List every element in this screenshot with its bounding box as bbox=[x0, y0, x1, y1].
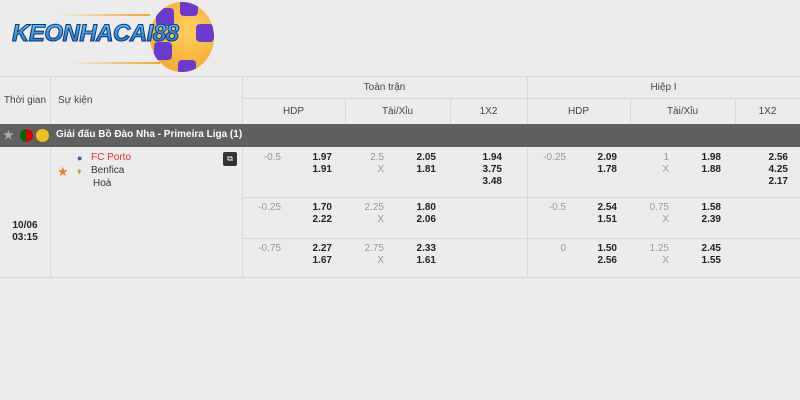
site-logo[interactable]: KEONHACAI88 bbox=[0, 0, 240, 76]
odds-ft-ou-u[interactable]: 1.61 bbox=[416, 255, 436, 266]
odds-ft-ou-o[interactable]: 2.05 bbox=[416, 152, 436, 163]
line-ft-ou-x: X bbox=[377, 214, 384, 225]
line-ft-ou-x: X bbox=[377, 255, 384, 266]
porto-crest-icon: ● bbox=[77, 153, 83, 163]
odds-ft-ou-o[interactable]: 2.33 bbox=[416, 243, 436, 254]
odds-h1-hdp-h[interactable]: 2.09 bbox=[597, 152, 617, 163]
league-name: Giải đấu Bồ Đào Nha - Primeira Liga (1) bbox=[56, 129, 243, 140]
favorite-star-icon[interactable]: ★ bbox=[57, 164, 69, 179]
line-ft-ou: 2.5 bbox=[370, 152, 384, 163]
odds-h1-x[interactable]: 2.17 bbox=[768, 176, 788, 187]
line-ft-hdp: -0.25 bbox=[258, 202, 281, 213]
odds-h1-hdp-a[interactable]: 1.78 bbox=[597, 164, 617, 175]
logo-streak bbox=[70, 62, 160, 64]
header-ft-hdp: HDP bbox=[282, 105, 305, 117]
odds-h1-hdp-h[interactable]: 1.50 bbox=[597, 243, 617, 254]
header-h1-hdp: HDP bbox=[567, 105, 590, 117]
header-h1-ou: Tài/Xỉu bbox=[666, 105, 699, 117]
odds-ft-ou-u[interactable]: 2.06 bbox=[416, 214, 436, 225]
odds-h1-hdp-h[interactable]: 2.54 bbox=[597, 202, 617, 213]
home-team[interactable]: FC Porto bbox=[91, 152, 132, 163]
draw-label: Hoà bbox=[93, 178, 112, 189]
star-icon[interactable]: ★ bbox=[3, 128, 14, 142]
odds-ft-1[interactable]: 1.94 bbox=[482, 152, 502, 163]
logo-streak bbox=[60, 14, 150, 16]
header-ft-1x2: 1X2 bbox=[479, 105, 498, 117]
header-ft-ou: Tài/Xỉu bbox=[381, 105, 414, 117]
odds-ft-hdp-h[interactable]: 2.27 bbox=[312, 243, 332, 254]
odds-ft-hdp-a[interactable]: 1.91 bbox=[312, 164, 332, 175]
header-time: Thời gian bbox=[3, 94, 47, 106]
header-h1-1x2: 1X2 bbox=[758, 105, 777, 117]
line-ft-hdp: -0.75 bbox=[258, 243, 281, 254]
away-team[interactable]: Benfica bbox=[91, 165, 125, 176]
odds-h1-ou-u[interactable]: 1.55 bbox=[701, 255, 721, 266]
odds-h1-hdp-a[interactable]: 2.56 bbox=[597, 255, 617, 266]
odds-ft-hdp-h[interactable]: 1.97 bbox=[312, 152, 332, 163]
header-first-half: Hiệp I bbox=[650, 81, 677, 93]
league-logo-icon bbox=[36, 129, 49, 142]
odds-ft-hdp-a[interactable]: 1.67 bbox=[312, 255, 332, 266]
odds-ft-ou-u[interactable]: 1.81 bbox=[416, 164, 436, 175]
line-h1-hdp: -0.25 bbox=[543, 152, 566, 163]
line-ft-ou: 2.75 bbox=[364, 243, 384, 254]
odds-h1-2[interactable]: 4.25 bbox=[768, 164, 788, 175]
line-h1-ou: 1 bbox=[663, 152, 669, 163]
line-h1-ou-x: X bbox=[662, 164, 669, 175]
match-date: 10/06 bbox=[12, 220, 38, 231]
odds-h1-ou-o[interactable]: 1.98 bbox=[701, 152, 721, 163]
benfica-crest-icon: ♦ bbox=[77, 166, 82, 176]
match-time: 03:15 bbox=[12, 232, 38, 243]
odds-ft-hdp-h[interactable]: 1.70 bbox=[312, 202, 332, 213]
odds-h1-ou-o[interactable]: 1.58 bbox=[701, 202, 721, 213]
soccer-ball-icon bbox=[150, 2, 214, 72]
line-ft-ou: 2.25 bbox=[364, 202, 384, 213]
odds-h1-ou-u[interactable]: 2.39 bbox=[701, 214, 721, 225]
logo-text: KEONHACAI88 bbox=[12, 20, 180, 48]
odds-h1-ou-o[interactable]: 2.45 bbox=[701, 243, 721, 254]
line-ft-ou-x: X bbox=[377, 164, 384, 175]
league-bar[interactable]: ★ Giải đấu Bồ Đào Nha - Primeira Liga (1… bbox=[0, 124, 800, 147]
header-event: Sự kiện bbox=[58, 94, 93, 106]
odds-h1-1[interactable]: 2.56 bbox=[768, 152, 788, 163]
portugal-flag-icon bbox=[20, 129, 33, 142]
odds-ft-x[interactable]: 3.48 bbox=[482, 176, 502, 187]
odds-ft-hdp-a[interactable]: 2.22 bbox=[312, 214, 332, 225]
line-h1-hdp: 0 bbox=[560, 243, 566, 254]
line-h1-ou-x: X bbox=[662, 255, 669, 266]
line-h1-hdp: -0.5 bbox=[548, 202, 566, 213]
odds-h1-hdp-a[interactable]: 1.51 bbox=[597, 214, 617, 225]
header-full-time: Toàn trận bbox=[363, 81, 406, 93]
odds-ft-ou-o[interactable]: 1.80 bbox=[416, 202, 436, 213]
line-ft-hdp: -0.5 bbox=[263, 152, 281, 163]
odds-h1-ou-u[interactable]: 1.88 bbox=[701, 164, 721, 175]
line-h1-ou: 0.75 bbox=[649, 202, 669, 213]
line-h1-ou: 1.25 bbox=[649, 243, 669, 254]
line-h1-ou-x: X bbox=[662, 214, 669, 225]
odds-ft-2[interactable]: 3.75 bbox=[482, 164, 502, 175]
stats-icon[interactable]: ⧉ bbox=[223, 152, 237, 166]
